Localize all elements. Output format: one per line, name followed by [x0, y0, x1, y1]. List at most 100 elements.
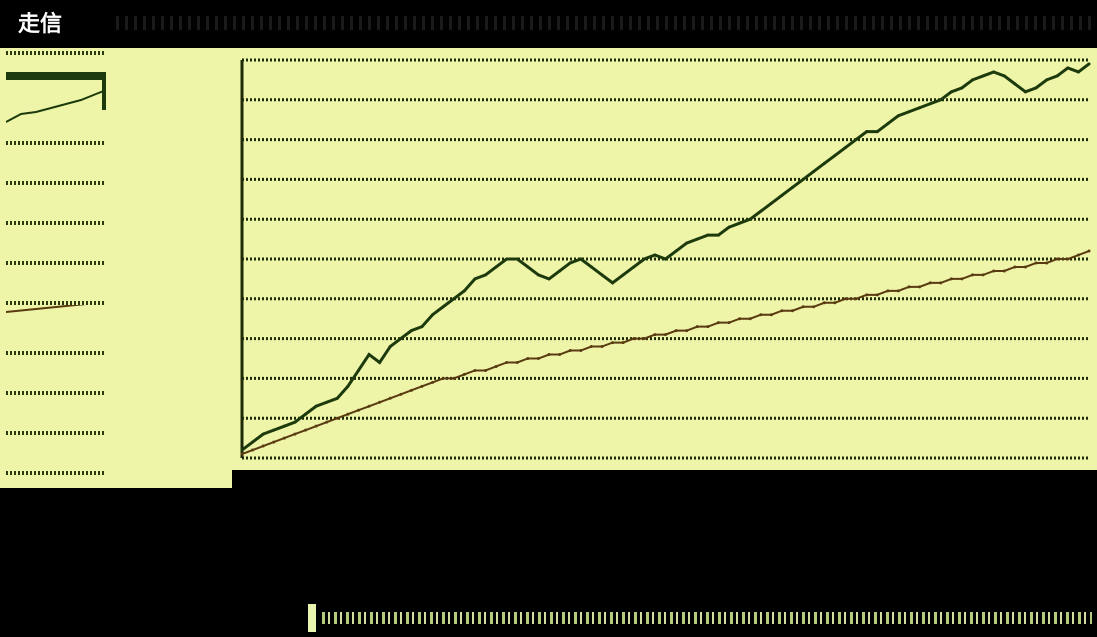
table-header [776, 490, 806, 500]
data-point [579, 257, 583, 261]
data-point [420, 325, 424, 329]
left-panel-row-bar [6, 391, 106, 395]
table-column [813, 488, 851, 598]
data-point [822, 161, 826, 165]
data-point [822, 301, 826, 305]
data-point [738, 317, 742, 321]
data-point [886, 122, 890, 126]
table-cell [85, 550, 115, 560]
table-cell [248, 562, 278, 572]
data-point [399, 337, 403, 341]
table-cell [288, 538, 318, 548]
table-column [528, 488, 566, 598]
table-cell [735, 550, 765, 560]
table-cell [817, 574, 847, 584]
table-cell [85, 574, 115, 584]
table-cell [329, 514, 359, 524]
data-point [653, 333, 657, 337]
data-point [1055, 257, 1059, 261]
footer-scroll-handle[interactable] [308, 604, 316, 632]
data-point [1066, 257, 1070, 261]
table-cell [817, 562, 847, 572]
table-cell [370, 550, 400, 560]
data-point [907, 110, 911, 114]
table-cell [45, 514, 75, 524]
left-panel-row [6, 298, 106, 308]
left-panel-row [6, 388, 106, 398]
table-cell [654, 586, 684, 596]
table-cell [207, 562, 237, 572]
left-panel-row-bar [6, 301, 106, 305]
data-point [600, 345, 604, 349]
table-cell [1020, 538, 1050, 548]
table-cell [979, 550, 1009, 560]
table-cell [370, 562, 400, 572]
table-cell [776, 562, 806, 572]
table-cell [938, 502, 968, 512]
table-column [406, 488, 444, 598]
table-cell [532, 574, 562, 584]
data-point [420, 384, 424, 388]
table-cell [613, 514, 643, 524]
table-column [447, 488, 485, 598]
table-cell [207, 526, 237, 536]
table-cell [1020, 526, 1050, 536]
table-cell [695, 550, 725, 560]
data-point [1023, 265, 1027, 269]
data-point [325, 400, 329, 404]
data-point [748, 217, 752, 221]
data-point [949, 277, 953, 281]
table-cell [126, 538, 156, 548]
data-point [695, 237, 699, 241]
footer-bar [0, 598, 1097, 637]
data-point [1013, 82, 1017, 86]
data-point [664, 333, 667, 337]
table-cell [167, 550, 197, 560]
data-point [240, 448, 244, 452]
left-panel-row [6, 138, 106, 148]
left-panel-sparkline-edge [102, 80, 106, 110]
table-cell [167, 574, 197, 584]
table-cell [857, 550, 887, 560]
table-column [366, 488, 404, 598]
table-column [772, 488, 810, 598]
left-panel-sparkline-bar [6, 72, 106, 80]
data-point [611, 341, 615, 345]
table-cell [207, 550, 237, 560]
table-header [532, 490, 562, 500]
table-cell [695, 514, 725, 524]
table-cell [288, 526, 318, 536]
table-column [731, 488, 769, 598]
data-point [907, 285, 911, 289]
data-point [759, 209, 763, 213]
data-point [378, 400, 382, 404]
table-cell [817, 586, 847, 596]
table-cell [1060, 562, 1090, 572]
table-cell [532, 502, 562, 512]
table-cell [4, 538, 34, 548]
data-point [674, 249, 678, 253]
data-point [558, 353, 562, 357]
table-cell [1060, 586, 1090, 596]
data-point [304, 428, 308, 432]
data-point [526, 357, 530, 360]
table-header [248, 490, 278, 500]
table-column [325, 488, 363, 598]
data-point [1013, 265, 1017, 269]
data-point [918, 106, 922, 110]
table-header [370, 490, 400, 500]
table-cell [1060, 526, 1090, 536]
table-cell [735, 586, 765, 596]
left-panel-row-bar [6, 181, 106, 185]
data-point [918, 285, 922, 289]
table-cell [654, 538, 684, 548]
table-cell [370, 586, 400, 596]
table-cell [654, 562, 684, 572]
table-header [1020, 490, 1050, 500]
chart-plot-area[interactable] [152, 48, 1097, 488]
table-header [654, 490, 684, 500]
table-cell [167, 586, 197, 596]
data-point [706, 233, 710, 237]
table-cell [45, 526, 75, 536]
data-point [769, 201, 773, 205]
